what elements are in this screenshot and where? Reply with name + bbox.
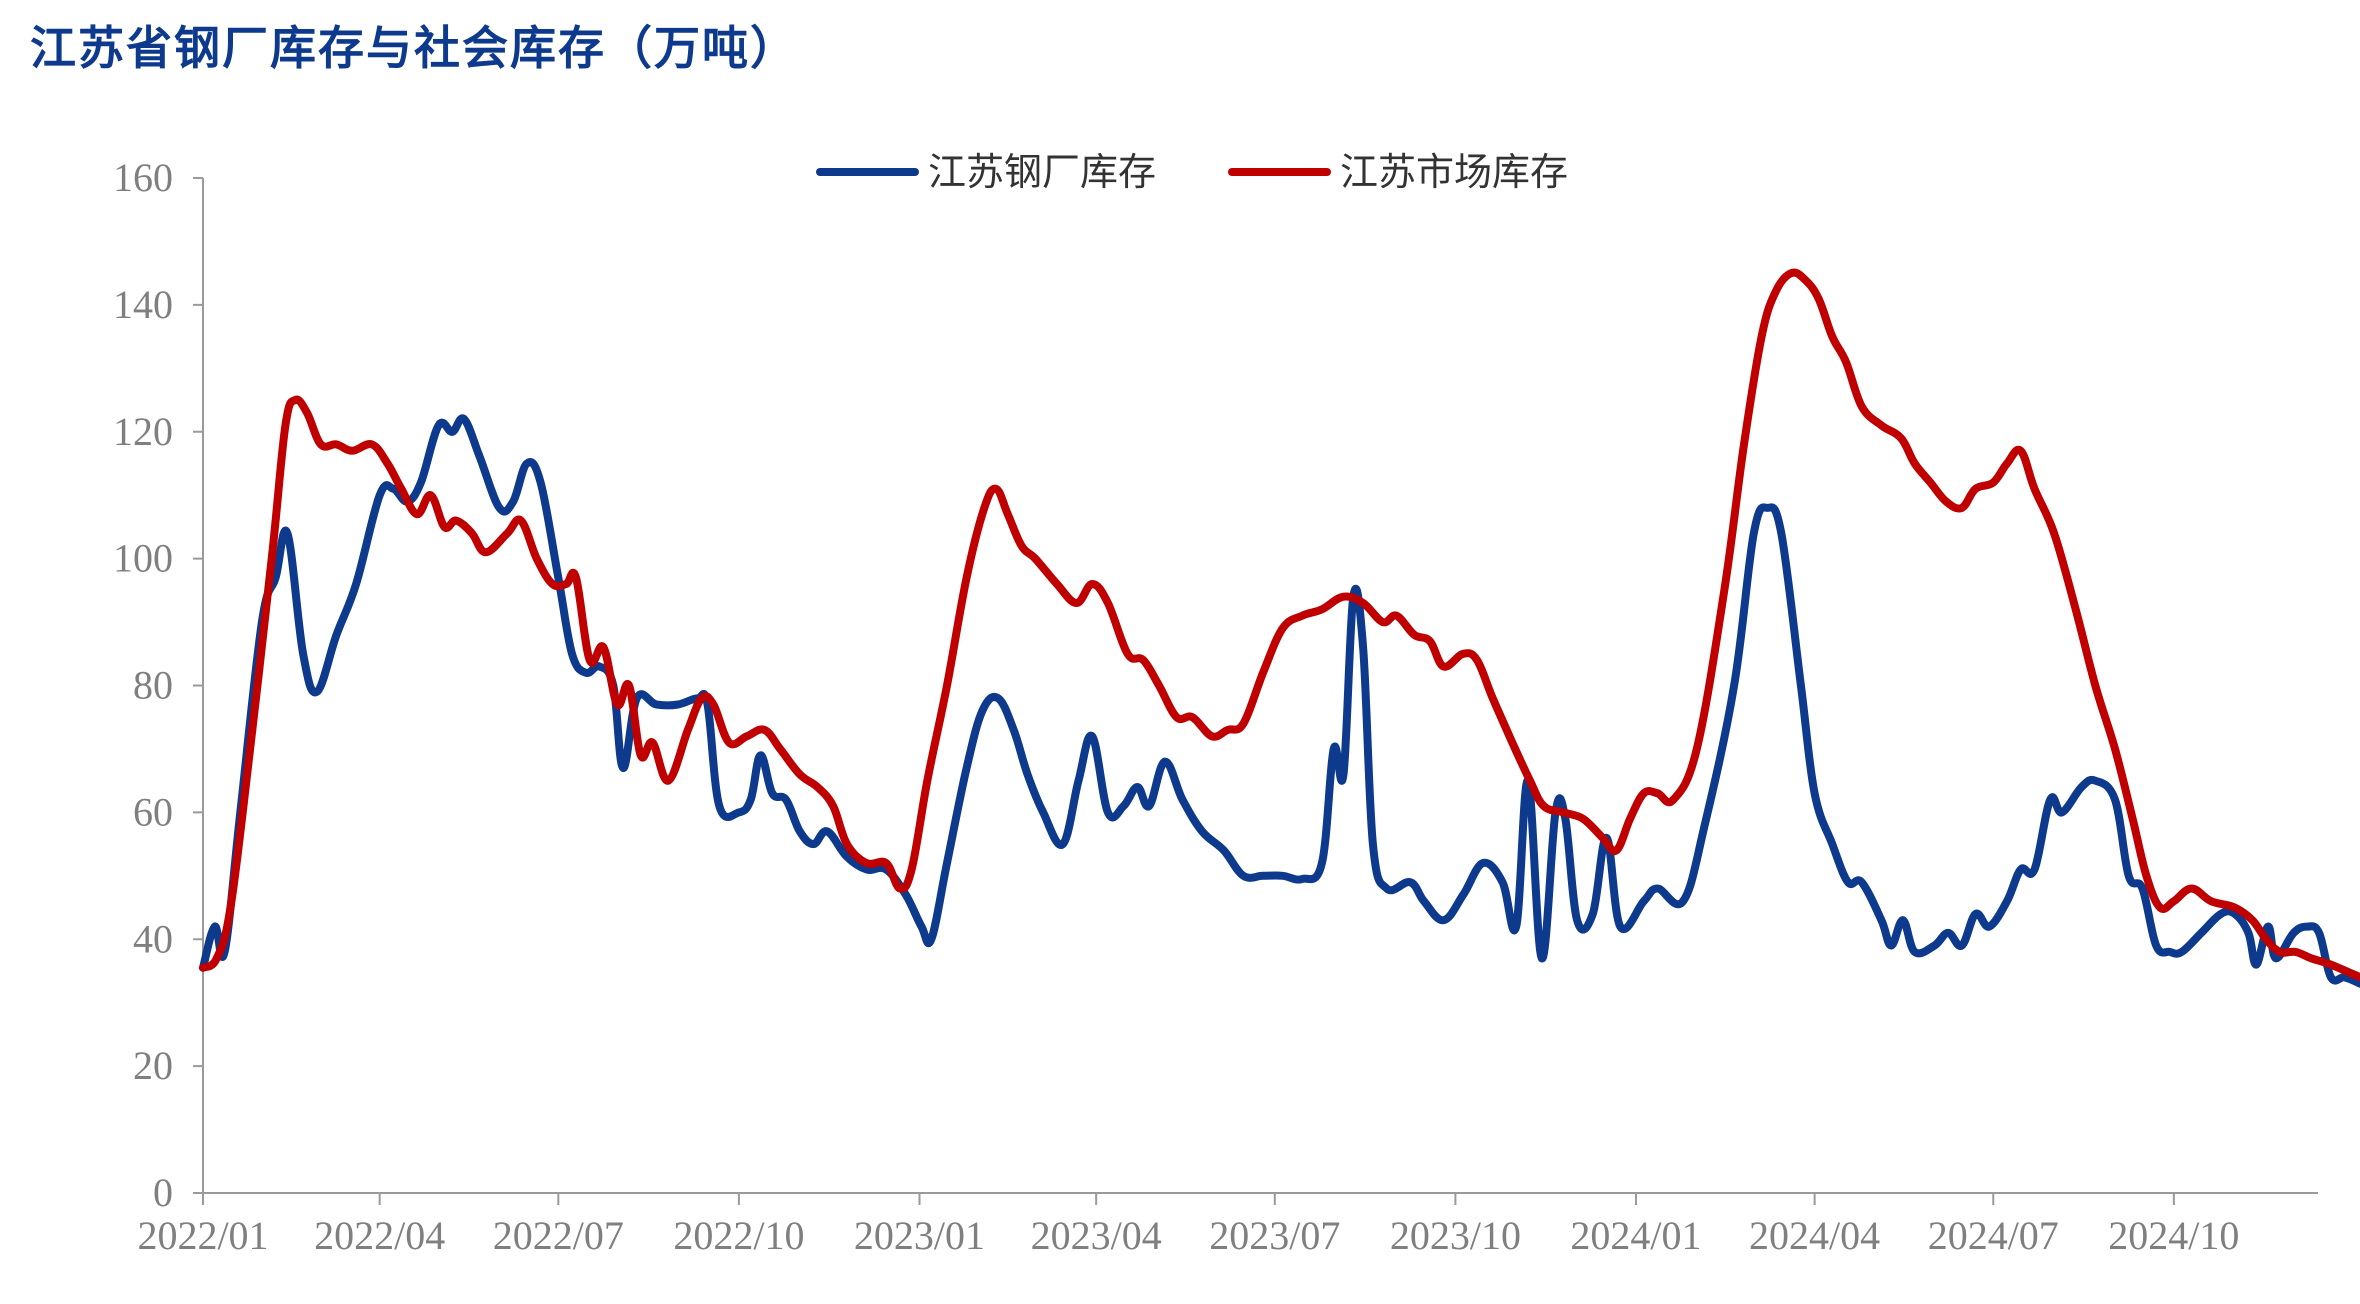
y-tick-label: 0 xyxy=(153,1170,173,1215)
legend-label-0: 江苏钢厂库存 xyxy=(928,150,1156,194)
x-tick-label: 2022/07 xyxy=(493,1213,624,1258)
x-tick-label: 2024/07 xyxy=(1928,1213,2059,1258)
x-tick-label: 2024/01 xyxy=(1570,1213,1701,1258)
series-line-0 xyxy=(199,414,2360,988)
x-tick-label: 2022/10 xyxy=(673,1213,804,1258)
y-tick-label: 100 xyxy=(113,536,173,581)
x-tick-label: 2022/01 xyxy=(137,1213,268,1258)
series-lines xyxy=(199,268,2360,988)
y-tick-label: 40 xyxy=(133,916,173,961)
x-tick-label: 2023/07 xyxy=(1209,1213,1340,1258)
y-tick-label: 20 xyxy=(133,1043,173,1088)
x-tick-label: 2023/04 xyxy=(1031,1213,1162,1258)
y-tick-label: 140 xyxy=(113,282,173,327)
x-tick-label: 2023/10 xyxy=(1390,1213,1521,1258)
x-tick-label: 2024/10 xyxy=(2108,1213,2239,1258)
x-tick-label: 2023/01 xyxy=(854,1213,985,1258)
x-tick-label: 2024/04 xyxy=(1749,1213,1880,1258)
y-tick-label: 80 xyxy=(133,663,173,708)
y-tick-labels: 0 20 40 60 80 100 120 140 160 xyxy=(113,155,203,1215)
y-tick-label: 60 xyxy=(133,789,173,834)
chart-title: 江苏省钢厂库存与社会库存（万吨） xyxy=(30,21,798,75)
series-line-1 xyxy=(199,268,2360,982)
x-tick-label: 2022/04 xyxy=(314,1213,445,1258)
y-tick-label: 120 xyxy=(113,409,173,454)
y-tick-label: 160 xyxy=(113,155,173,200)
chart-legend: 江苏钢厂库存 江苏市场库存 xyxy=(816,150,1568,194)
x-tick-labels: 2022/01 2022/04 2022/07 2022/10 2023/01 2023/… xyxy=(137,1193,2239,1258)
legend-label-1: 江苏市场库存 xyxy=(1340,150,1568,194)
